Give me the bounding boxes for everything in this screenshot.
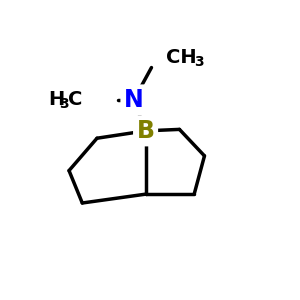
Text: 3: 3 (60, 98, 69, 111)
Text: CH: CH (166, 48, 197, 67)
Text: H: H (48, 90, 65, 110)
Text: N: N (124, 88, 144, 112)
Text: C: C (68, 90, 82, 110)
Text: 3: 3 (194, 55, 204, 69)
Text: B: B (136, 119, 154, 143)
